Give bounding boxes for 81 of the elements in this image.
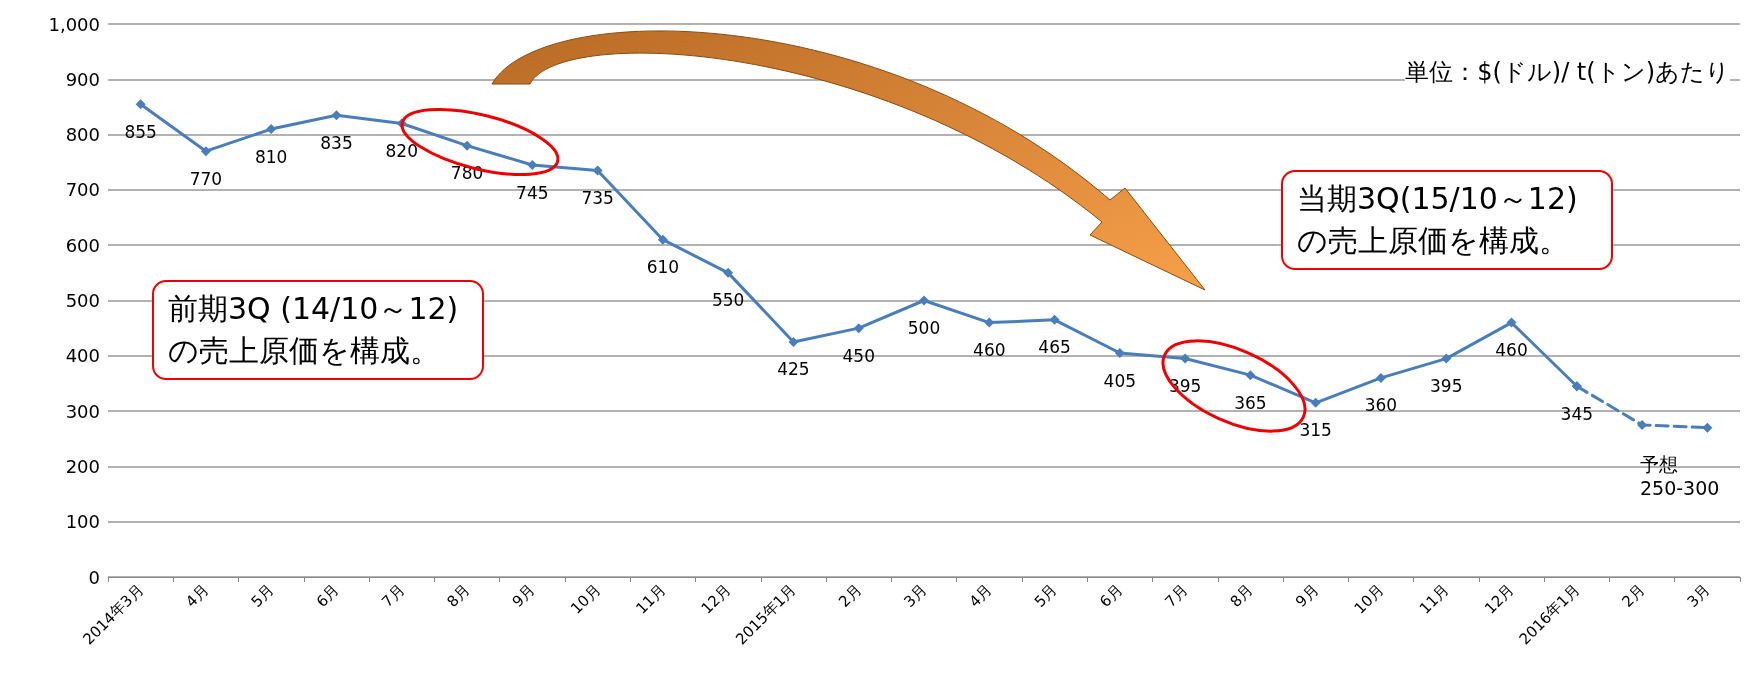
- x-tick-label: 6月: [312, 580, 343, 611]
- point: [527, 160, 538, 171]
- point: [592, 165, 603, 176]
- data-label: 745: [516, 182, 549, 203]
- x-tick-label: 8月: [1226, 580, 1257, 611]
- point: [1245, 370, 1256, 381]
- y-tick-label: 400: [65, 345, 100, 367]
- x-tick-label: 6月: [1096, 580, 1127, 611]
- y-tick-label: 700: [65, 179, 100, 201]
- data-label: 735: [581, 188, 614, 209]
- point: [919, 295, 929, 306]
- x-tick-label: 4月: [182, 580, 213, 611]
- x-tick-label: 11月: [632, 580, 670, 618]
- point: [1506, 317, 1517, 328]
- y-tick-label: 800: [65, 124, 100, 146]
- x-tick-label: 5月: [1030, 580, 1061, 611]
- data-label: 835: [320, 132, 353, 153]
- y-tick-label: 100: [65, 511, 100, 533]
- data-label: 855: [124, 121, 157, 142]
- x-tick-label: 3月: [1683, 580, 1714, 611]
- point: [331, 110, 342, 121]
- x-tick-label: 5月: [247, 580, 278, 611]
- point: [1114, 348, 1125, 359]
- x-tick-label: 2月: [835, 580, 866, 611]
- data-label: 360: [1364, 395, 1398, 416]
- y-tick-label: 500: [65, 290, 100, 311]
- annotation: 単位：$(ドル)/ t(トン)あたり: [1405, 56, 1730, 88]
- point: [1441, 353, 1452, 364]
- x-tick-label: 9月: [508, 580, 539, 611]
- data-label: 365: [1234, 392, 1267, 413]
- point: [135, 99, 146, 110]
- data-label: 820: [385, 141, 418, 162]
- y-tick-label: 0: [88, 566, 100, 588]
- x-tick-label: 10月: [567, 580, 604, 618]
- x-tick-label: 12月: [1481, 580, 1518, 618]
- y-tick-label: 200: [65, 455, 100, 477]
- point: [462, 140, 473, 151]
- data-label: 405: [1103, 370, 1137, 391]
- point: [1180, 353, 1191, 364]
- annotation: 予想 250-300: [1640, 452, 1720, 500]
- point: [1571, 381, 1582, 392]
- x-tick-label: 12月: [697, 580, 735, 618]
- x-tick-label: 7月: [378, 580, 409, 611]
- data-label: 610: [646, 257, 680, 278]
- annotation: 当期3Q(15/10～12)の売上原価を構成。: [1281, 170, 1613, 270]
- point: [266, 124, 277, 135]
- point: [200, 146, 211, 157]
- data-label: 460: [1495, 340, 1528, 361]
- data-label: 395: [1430, 376, 1463, 397]
- data-label: 550: [711, 290, 745, 311]
- x-tick-label: 9月: [1291, 580, 1323, 611]
- y-tick-label: 300: [65, 400, 100, 422]
- y-tick-label: 900: [65, 68, 100, 90]
- point: [853, 323, 864, 334]
- y-tick-label: 1,000: [48, 13, 100, 35]
- data-label: 315: [1299, 420, 1332, 441]
- point: [1702, 422, 1713, 433]
- x-tick-label: 10月: [1350, 580, 1388, 618]
- point: [657, 234, 668, 245]
- point: [788, 336, 799, 347]
- x-tick-label: 4月: [965, 580, 996, 611]
- data-label: 810: [254, 146, 288, 167]
- x-tick-label: 2月: [1618, 580, 1649, 611]
- data-label: 465: [1038, 337, 1071, 358]
- point: [1310, 397, 1321, 408]
- point: [984, 317, 995, 328]
- x-tick-label: 11月: [1415, 580, 1453, 618]
- data-label: 450: [842, 345, 875, 366]
- point: [1375, 372, 1386, 383]
- y-tick-label: 600: [65, 234, 100, 256]
- data-label: 500: [907, 318, 941, 338]
- x-tick-label: 7月: [1161, 580, 1192, 611]
- data-label: 770: [189, 168, 223, 189]
- x-tick-label: 3月: [900, 580, 931, 611]
- data-label: 345: [1560, 403, 1594, 424]
- x-tick-label: 8月: [443, 580, 474, 611]
- data-label: 425: [777, 359, 810, 380]
- annotation: 前期3Q (14/10～12)の売上原価を構成。: [152, 280, 484, 380]
- data-label: 460: [973, 340, 1006, 361]
- point: [1049, 314, 1060, 325]
- point: [723, 267, 734, 278]
